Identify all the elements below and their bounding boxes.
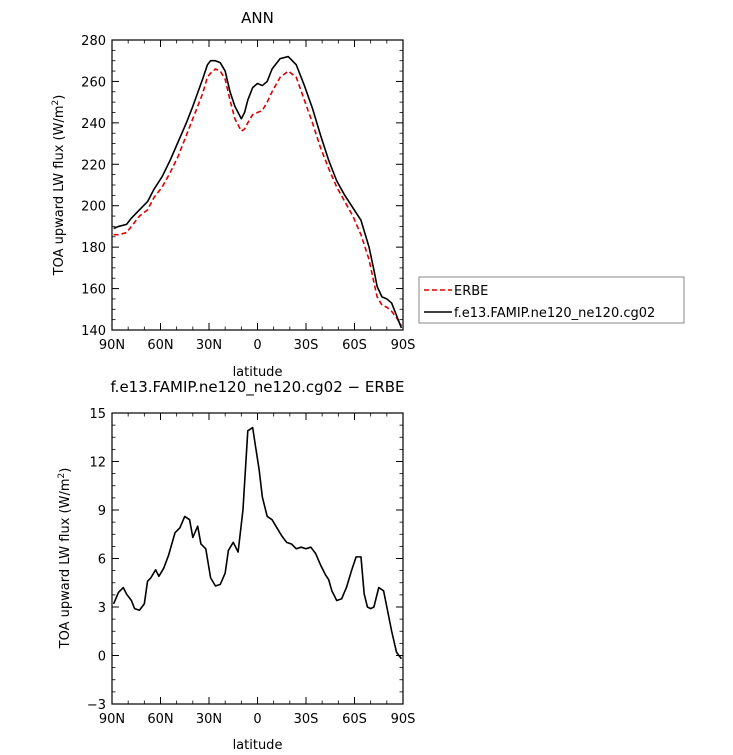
- top-chart-title: ANN: [241, 9, 274, 27]
- bottom-chart-x-tick-label: 60S: [342, 712, 367, 727]
- bottom-chart-y-tick-label: 9: [98, 504, 106, 519]
- bottom-chart-title: f.e13.FAMIP.ne120_ne120.cg02 − ERBE: [110, 378, 404, 397]
- top-chart-y-label-close: ): [52, 95, 67, 100]
- bottom-chart-y-tick-label: 3: [98, 601, 106, 616]
- bottom-chart-x-tick-label: 30N: [196, 712, 222, 727]
- top-chart-x-tick-label: 60S: [342, 338, 367, 353]
- top-chart-y-axis: 140 160 180 200 220 240 260 280: [81, 34, 403, 339]
- top-chart-y-tick-label: 200: [81, 200, 106, 215]
- top-chart: ANN 140 160 180 200 220 240 260 280 90N 60N 30N 0 3…: [51, 9, 685, 380]
- top-chart-y-tick-label: 260: [81, 75, 106, 90]
- bottom-chart-x-tick-label: 90N: [99, 712, 125, 727]
- bottom-chart-x-tick-label: 90S: [391, 712, 416, 727]
- top-chart-x-tick-label: 30N: [196, 338, 222, 353]
- bottom-chart-y-label-main: TOA upward LW flux (W/m: [58, 478, 73, 649]
- top-chart-x-tick-label: 60N: [147, 338, 173, 353]
- top-chart-x-tick-label: 30S: [294, 338, 319, 353]
- bottom-chart-series-line-1: [112, 426, 403, 660]
- bottom-chart: f.e13.FAMIP.ne120_ne120.cg02 − ERBE −3 0 3…: [57, 378, 415, 753]
- bottom-chart-y-tick-label: 0: [98, 650, 106, 665]
- bottom-chart-x-tick-label: 60N: [147, 712, 173, 727]
- legend-erbe-label: ERBE: [454, 284, 488, 299]
- top-chart-y-label-sup: 2: [51, 100, 61, 106]
- legend: ERBE f.e13.FAMIP.ne120_ne120.cg02: [418, 276, 685, 324]
- top-chart-x-tick-label: 0: [253, 338, 261, 353]
- bottom-chart-series: [112, 426, 403, 660]
- bottom-chart-y-tick-label: 6: [98, 553, 106, 568]
- bottom-chart-y-tick-label: −3: [87, 698, 106, 713]
- bottom-chart-y-tick-label: 15: [89, 407, 106, 422]
- top-chart-y-tick-label: 160: [81, 283, 106, 298]
- top-chart-y-tick-label: 240: [81, 117, 106, 132]
- bottom-chart-x-axis: 90N 60N 30N 0 30S 60S 90S: [99, 413, 416, 727]
- top-chart-y-label: TOA upward LW flux (W/m2): [51, 95, 67, 277]
- bottom-chart-y-tick-label: 12: [89, 456, 106, 471]
- legend-model-label: f.e13.FAMIP.ne120_ne120.cg02: [454, 306, 655, 321]
- top-chart-y-tick-label: 220: [81, 158, 106, 173]
- bottom-chart-y-axis: −3 0 3 6 9 12 15: [87, 407, 403, 713]
- top-chart-series-line-1: [113, 68, 403, 327]
- top-chart-series-line-2: [113, 55, 403, 329]
- top-chart-y-tick-label: 180: [81, 241, 106, 256]
- top-chart-x-tick-label: 90N: [99, 338, 125, 353]
- bottom-chart-y-label-sup: 2: [57, 473, 67, 479]
- bottom-chart-x-tick-label: 30S: [294, 712, 319, 727]
- bottom-chart-x-label: latitude: [233, 738, 283, 753]
- bottom-chart-x-tick-label: 0: [253, 712, 261, 727]
- top-chart-y-tick-label: 140: [81, 324, 106, 339]
- top-chart-x-label: latitude: [233, 365, 283, 380]
- top-chart-y-tick-label: 280: [81, 34, 106, 49]
- top-chart-y-label-main: TOA upward LW flux (W/m: [52, 105, 67, 276]
- top-chart-x-tick-label: 90S: [391, 338, 416, 353]
- bottom-chart-y-label: TOA upward LW flux (W/m2): [57, 468, 73, 650]
- bottom-chart-y-label-close: ): [58, 468, 73, 473]
- top-chart-x-axis: 90N 60N 30N 0 30S 60S 90S: [99, 40, 416, 353]
- top-chart-series: [113, 55, 403, 329]
- legend-box: [418, 276, 685, 324]
